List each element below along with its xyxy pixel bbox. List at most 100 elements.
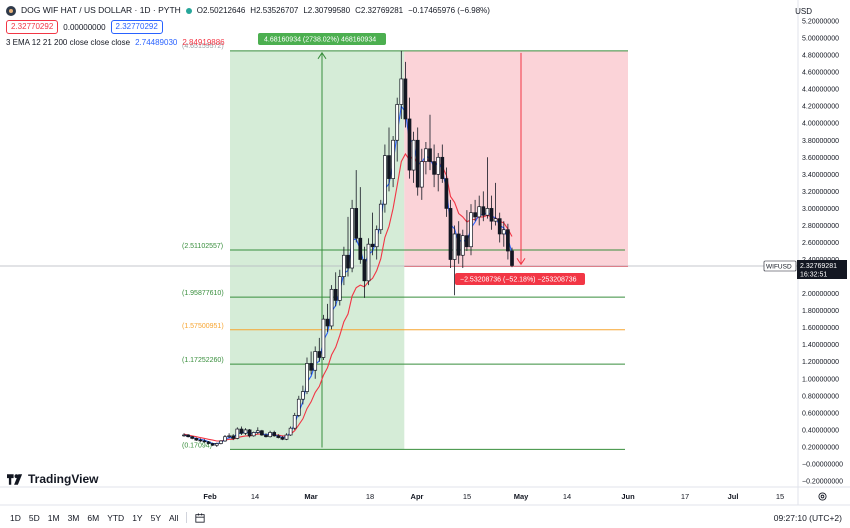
candle-down[interactable] [432, 161, 436, 175]
candle-down[interactable] [465, 235, 469, 248]
candle-down[interactable] [190, 436, 195, 439]
candle-up[interactable] [399, 78, 404, 105]
candle-down[interactable] [428, 148, 432, 162]
candle-down[interactable] [260, 430, 264, 436]
candle-down[interactable] [264, 434, 268, 438]
timeframe-5d[interactable]: 5D [28, 512, 40, 523]
timeframe-all[interactable]: All [169, 512, 179, 523]
currency-label[interactable]: USD [795, 7, 812, 16]
candle-up[interactable] [337, 276, 342, 301]
candle-down[interactable] [440, 156, 445, 179]
candle-up[interactable] [469, 212, 473, 248]
candle-down[interactable] [206, 441, 211, 444]
candle-down[interactable] [481, 206, 486, 216]
candle-down[interactable] [247, 429, 252, 437]
candle-down[interactable] [415, 139, 420, 188]
candle-up[interactable] [292, 415, 297, 429]
timeframe-1y[interactable]: 1Y [132, 512, 143, 523]
candle-up[interactable] [235, 428, 240, 439]
tradingview-logo[interactable]: TradingView [7, 472, 98, 486]
candle-up[interactable] [350, 208, 354, 269]
candle-down[interactable] [370, 243, 375, 248]
candle-down[interactable] [231, 435, 236, 439]
timeframe-5y[interactable]: 5Y [150, 512, 161, 523]
sell-price-box[interactable]: 2.32770292 [6, 20, 59, 34]
candle-up[interactable] [501, 229, 506, 235]
candle-up[interactable] [436, 156, 441, 175]
candle-up[interactable] [182, 434, 186, 437]
candle-up[interactable] [296, 398, 301, 416]
candle-up[interactable] [227, 435, 231, 438]
candle-up[interactable] [452, 233, 457, 260]
candle-up[interactable] [268, 432, 272, 438]
candle-down[interactable] [407, 118, 412, 171]
timeframe-3m[interactable]: 3M [67, 512, 80, 523]
candle-down[interactable] [272, 432, 277, 437]
long-position-tag[interactable] [258, 33, 386, 45]
candle-up[interactable] [419, 161, 424, 188]
candle-up[interactable] [460, 235, 465, 256]
ema-indicator-label[interactable]: 3 EMA 12 21 200 close close close [6, 38, 131, 47]
candle-up[interactable] [284, 434, 289, 440]
candle-down[interactable] [354, 208, 359, 239]
candle-up[interactable] [485, 208, 490, 216]
candle-up[interactable] [383, 155, 387, 205]
candle-up[interactable] [374, 229, 379, 248]
candle-down[interactable] [403, 78, 408, 120]
candle-down[interactable] [387, 155, 391, 179]
candle-up[interactable] [219, 440, 223, 444]
candle-up[interactable] [493, 218, 498, 222]
candle-down[interactable] [448, 208, 453, 260]
candle-down[interactable] [309, 363, 313, 371]
candle-up[interactable] [411, 139, 416, 171]
candle-down[interactable] [473, 212, 477, 218]
candle-up[interactable] [305, 363, 309, 392]
candle-down[interactable] [198, 439, 203, 442]
candle-down[interactable] [276, 435, 281, 438]
candle-down[interactable] [194, 438, 199, 441]
candle-down[interactable] [210, 443, 215, 446]
candle-down[interactable] [202, 440, 207, 443]
candle-down[interactable] [506, 229, 510, 252]
candle-down[interactable] [497, 218, 502, 235]
candle-up[interactable] [214, 443, 219, 446]
candle-down[interactable] [346, 254, 350, 269]
candle-up[interactable] [288, 427, 293, 436]
candle-up[interactable] [321, 318, 326, 358]
candle-down[interactable] [325, 318, 330, 327]
candle-down[interactable] [239, 428, 244, 434]
candle-up[interactable] [251, 432, 256, 437]
candle-up[interactable] [366, 243, 371, 282]
candle-down[interactable] [444, 178, 449, 209]
candle-down[interactable] [489, 208, 494, 222]
timeframe-6m[interactable]: 6M [87, 512, 100, 523]
candle-up[interactable] [223, 436, 227, 442]
candle-down[interactable] [456, 233, 461, 256]
candle-up[interactable] [255, 430, 260, 433]
short-position-tag[interactable] [455, 273, 585, 285]
candle-up[interactable] [378, 203, 383, 231]
candle-up[interactable] [301, 391, 305, 400]
timeframe-ytd[interactable]: YTD [107, 512, 125, 523]
candle-up[interactable] [313, 351, 318, 371]
candle-up[interactable] [342, 254, 346, 277]
candle-up[interactable] [243, 429, 248, 434]
candle-up[interactable] [424, 148, 428, 162]
candle-down[interactable] [362, 259, 367, 282]
symbol-title[interactable]: DOG WIF HAT / US DOLLAR · 1D · PYTH [21, 5, 181, 15]
chart-settings-icon[interactable] [817, 491, 828, 502]
candle-down[interactable] [358, 237, 363, 260]
candle-up[interactable] [391, 139, 395, 179]
utc-clock[interactable]: 09:27:10 (UTC+2) [773, 512, 842, 523]
candle-down[interactable] [280, 437, 285, 440]
candle-up[interactable] [477, 206, 482, 218]
candle-up[interactable] [329, 288, 334, 327]
candle-up[interactable] [395, 104, 400, 141]
timeframe-1m[interactable]: 1M [47, 512, 60, 523]
timeframe-1d[interactable]: 1D [10, 512, 21, 523]
candle-down[interactable] [510, 250, 514, 266]
candle-down[interactable] [333, 288, 338, 301]
buy-price-box[interactable]: 2.32770292 [110, 20, 163, 34]
